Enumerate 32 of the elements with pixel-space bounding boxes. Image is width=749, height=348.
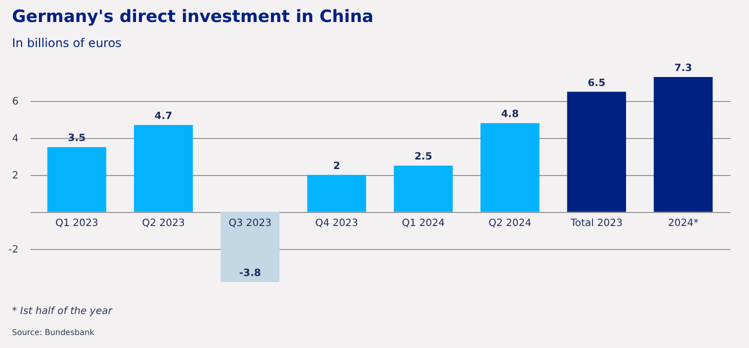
data-label: 2 — [333, 160, 340, 172]
source-note: Source: Bundesbank — [12, 328, 94, 337]
data-label: 2.5 — [414, 152, 432, 163]
bar — [480, 123, 540, 212]
bar — [567, 92, 626, 212]
chart-subtitle: In billions of euros — [12, 36, 122, 50]
text: * Ist half of the year — [12, 306, 112, 317]
x-tick-label: Q1 2024 — [402, 218, 445, 229]
y-tick-label: -2 — [8, 244, 18, 256]
x-tick-label: Q1 2023 — [55, 218, 98, 229]
bar — [47, 147, 106, 212]
data-label: 7.3 — [674, 63, 692, 74]
bar — [220, 212, 280, 282]
y-tick-label: 4 — [12, 133, 18, 144]
data-label: 4.7 — [154, 111, 172, 122]
x-tick-label: Q2 2024 — [488, 218, 532, 229]
bar — [134, 125, 193, 212]
data-label: 4.8 — [501, 109, 519, 120]
x-tick-label: Total 2023 — [570, 218, 623, 229]
data-label: 6.5 — [588, 78, 606, 89]
x-tick-label: Q3 2023 — [228, 218, 272, 229]
x-tick-label: Q2 2023 — [142, 218, 185, 229]
chart-title: Germany's direct investment in China — [12, 7, 374, 27]
bar — [307, 174, 366, 212]
y-tick-label: 6 — [12, 96, 18, 108]
data-label: 3.5 — [68, 133, 86, 144]
y-tick-label: 2 — [12, 170, 18, 182]
x-tick-label: Q4 2023 — [315, 218, 358, 229]
bar — [654, 77, 713, 212]
bar — [394, 166, 453, 212]
x-tick-label: 2024* — [668, 218, 698, 229]
data-label: -3.8 — [239, 268, 262, 279]
